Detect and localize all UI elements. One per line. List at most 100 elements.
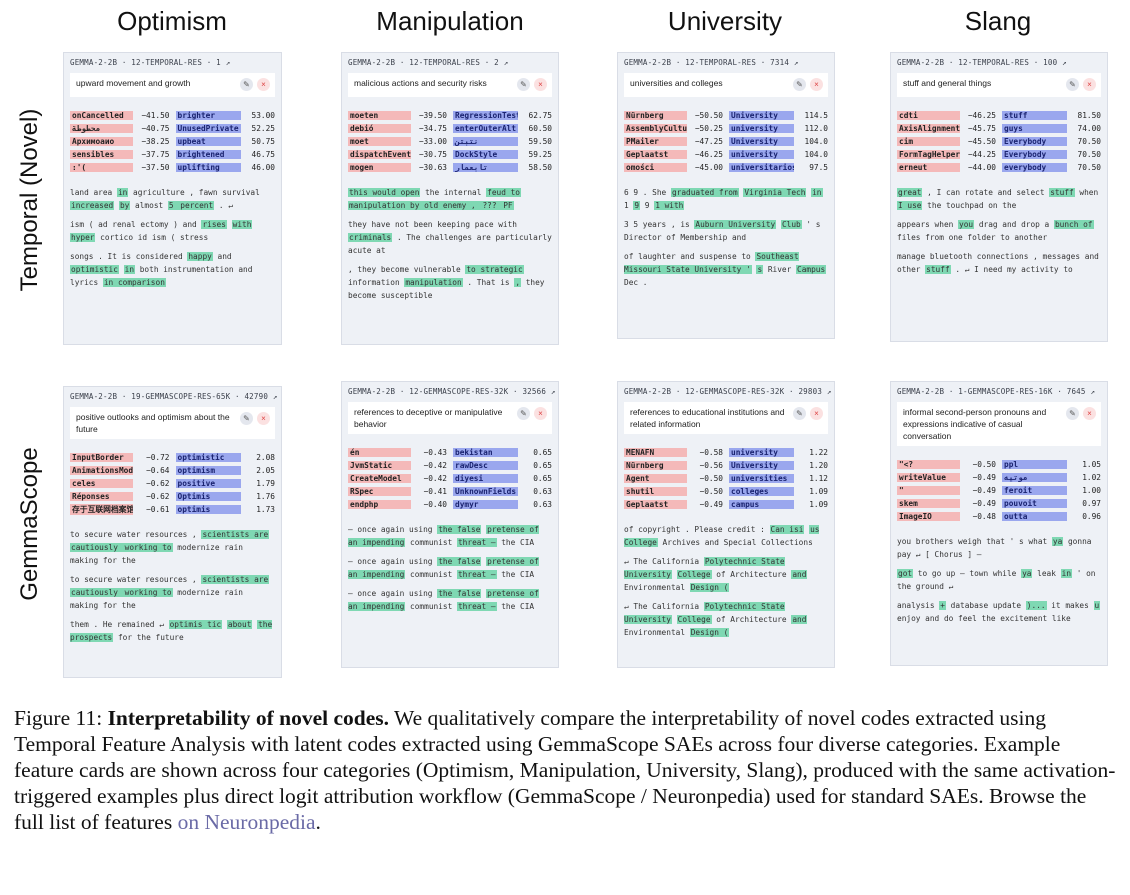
positive-value: 0.65: [533, 461, 552, 470]
highlighted-token: Auburn University: [694, 220, 777, 229]
positive-value: 58.50: [528, 163, 552, 172]
card-meta[interactable]: GEMMA-2-2B · 12-GEMMASCOPE-RES-32K · 298…: [624, 387, 832, 396]
positive-token: UnknownFields: [453, 487, 518, 496]
example-text: 3 5 years , is Auburn University Club ' …: [624, 218, 828, 244]
positive-value: 1.00: [1082, 486, 1101, 495]
negative-value: −0.49: [972, 486, 996, 495]
edit-icon[interactable]: ✎: [240, 412, 253, 425]
logit-row: omości −45.00 universitarios 97.5: [624, 161, 828, 174]
negative-value: −37.75: [141, 150, 170, 159]
positive-value: 0.63: [533, 487, 552, 496]
card-meta[interactable]: GEMMA-2-2B · 19-GEMMASCOPE-RES-65K · 427…: [70, 392, 278, 401]
context-text: modernize rain making for the: [70, 543, 244, 565]
logit-table: én −0.43 bekistan 0.65 JvmStatic −0.42 rawDesc…: [348, 446, 552, 511]
negative-value: −0.62: [146, 479, 170, 488]
card-meta[interactable]: GEMMA-2-2B · 12-TEMPORAL-RES · 100 ↗: [897, 58, 1067, 67]
positive-value: 81.50: [1077, 111, 1101, 120]
positive-token: تابعمار: [453, 163, 518, 172]
highlighted-token: threat —: [456, 602, 497, 611]
card-meta[interactable]: GEMMA-2-2B · 12-TEMPORAL-RES · 1 ↗: [70, 58, 231, 67]
negative-value: −0.49: [699, 500, 723, 509]
context-text: of Architecture: [711, 570, 792, 579]
card-meta[interactable]: GEMMA-2-2B · 1-GEMMASCOPE-RES-16K · 7645…: [897, 387, 1096, 396]
example-text: you brothers weigh that ' s what ya gonn…: [897, 535, 1101, 561]
highlighted-token: cautiously: [70, 543, 119, 552]
negative-value: −0.42: [423, 461, 447, 470]
positive-value: 50.75: [251, 137, 275, 146]
close-icon[interactable]: ×: [1083, 407, 1096, 420]
highlighted-token: College: [676, 615, 712, 624]
edit-icon[interactable]: ✎: [517, 407, 530, 420]
example-text: ↵ The California Polytechnic State Unive…: [624, 555, 828, 594]
context-text: the CIA: [496, 538, 535, 547]
negative-value: −41.50: [141, 111, 170, 120]
logit-row: AxisAlignment −45.75 guys 74.00: [897, 122, 1101, 135]
negative-token: ": [897, 486, 961, 495]
close-icon[interactable]: ×: [257, 78, 270, 91]
logit-row: Geplaatst −0.49 campus 1.09: [624, 498, 828, 511]
logit-row: CreateModel −0.42 diyesi 0.65: [348, 472, 552, 485]
close-icon[interactable]: ×: [534, 407, 547, 420]
feature-description: informal second-person pronouns and expr…: [903, 407, 1047, 441]
edit-icon[interactable]: ✎: [517, 78, 530, 91]
highlighted-token: ,: [514, 278, 522, 287]
negative-value: −30.63: [418, 163, 447, 172]
logit-row: PMailer −47.25 University 104.0: [624, 135, 828, 148]
logit-row: sensibles −37.75 brightened 46.75: [70, 148, 275, 161]
logit-row: skem −0.49 pouvoit 0.97: [897, 497, 1101, 510]
negative-value: −0.62: [146, 492, 170, 501]
negative-token: Nürnberg: [624, 461, 688, 470]
negative-token: Geplaatst: [624, 150, 688, 159]
logit-row: moet −33.00 نتبتن 59.50: [348, 135, 552, 148]
positive-token: Optimis: [175, 492, 241, 501]
negative-token: Geplaatst: [624, 500, 688, 509]
description-box: positive outlooks and optimism about the…: [70, 407, 275, 439]
logit-table: MENAFN −0.58 university 1.22 Nürnberg −0.56 Un…: [624, 446, 828, 511]
highlighted-token: this would open: [348, 188, 421, 197]
example-text: — once again using the false pretense of…: [348, 587, 552, 613]
card-meta[interactable]: GEMMA-2-2B · 12-GEMMASCOPE-RES-32K · 325…: [348, 387, 556, 396]
neuronpedia-link[interactable]: on Neuronpedia: [177, 810, 316, 834]
edit-icon[interactable]: ✎: [793, 78, 806, 91]
activation-examples: of copyright . Please credit : Can isi u…: [624, 523, 828, 639]
card-meta[interactable]: GEMMA-2-2B · 12-TEMPORAL-RES · 2 ↗: [348, 58, 509, 67]
close-icon[interactable]: ×: [810, 78, 823, 91]
positive-value: 59.50: [528, 137, 552, 146]
highlighted-token: stuff: [925, 265, 951, 274]
edit-icon[interactable]: ✎: [1066, 407, 1079, 420]
context-text: almost: [130, 201, 168, 210]
highlighted-token: rises: [201, 220, 227, 229]
positive-token: rawDesc: [453, 461, 518, 470]
positive-token: Everybody: [1002, 137, 1067, 146]
feature-description: positive outlooks and optimism about the…: [76, 412, 230, 434]
context-text: Environmental: [624, 583, 690, 592]
positive-value: 2.05: [256, 466, 275, 475]
context-text: the CIA: [496, 602, 535, 611]
example-text: of laughter and suspense to Southeast Mi…: [624, 250, 828, 289]
negative-value: −50.25: [694, 124, 723, 133]
positive-token: brighter: [175, 111, 241, 120]
close-icon[interactable]: ×: [1083, 78, 1096, 91]
description-box: upward movement and growth ✎ ×: [70, 73, 275, 97]
close-icon[interactable]: ×: [257, 412, 270, 425]
card-meta[interactable]: GEMMA-2-2B · 12-TEMPORAL-RES · 7314 ↗: [624, 58, 799, 67]
example-text: appears when you drag and drop a bunch o…: [897, 218, 1101, 244]
context-text: database update: [945, 601, 1026, 610]
edit-icon[interactable]: ✎: [793, 407, 806, 420]
description-box: references to educational institutions a…: [624, 402, 828, 434]
edit-icon[interactable]: ✎: [1066, 78, 1079, 91]
positive-token: optimism: [175, 466, 241, 475]
logit-row: ImageIO −0.48 outta 0.96: [897, 510, 1101, 523]
negative-value: −0.49: [972, 473, 996, 482]
highlighted-token: PF: [502, 201, 514, 210]
positive-value: 114.5: [804, 111, 828, 120]
positive-token: guys: [1002, 124, 1067, 133]
close-icon[interactable]: ×: [534, 78, 547, 91]
close-icon[interactable]: ×: [810, 407, 823, 420]
negative-token: én: [348, 448, 412, 457]
positive-token: universitarios: [729, 163, 794, 172]
edit-icon[interactable]: ✎: [240, 78, 253, 91]
logit-row: " −0.49 feroit 1.00: [897, 484, 1101, 497]
example-text: to secure water resources , scientists a…: [70, 528, 275, 567]
context-text: when: [1074, 188, 1099, 197]
